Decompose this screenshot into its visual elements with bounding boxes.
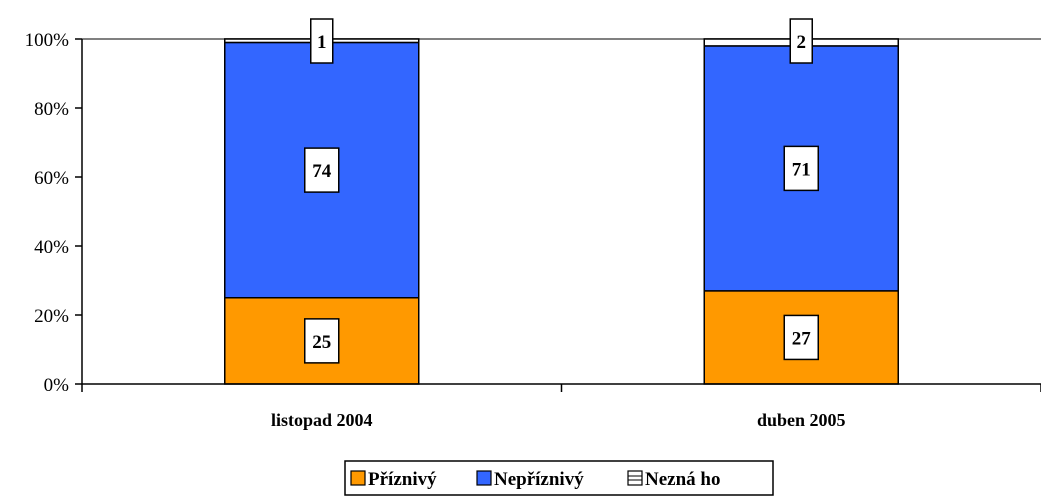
- y-tick-label: 80%: [34, 99, 69, 120]
- data-label: 71: [792, 159, 811, 180]
- y-tick-label: 40%: [34, 237, 69, 258]
- y-tick-label: 100%: [25, 30, 70, 51]
- x-category-label: listopad 2004: [271, 410, 373, 430]
- data-label: 2: [797, 32, 807, 53]
- legend-box: [344, 460, 774, 496]
- x-category-label: duben 2005: [757, 410, 846, 430]
- y-tick-label: 20%: [34, 306, 69, 327]
- legend-swatch: [627, 470, 643, 486]
- data-label-box: [783, 314, 819, 361]
- legend-label: Příznivý: [368, 469, 437, 490]
- data-label-box: [789, 18, 813, 64]
- data-label: 74: [312, 161, 332, 182]
- data-label: 27: [792, 328, 812, 349]
- legend-swatch: [350, 470, 366, 486]
- axes: 0% 20% 40% 60% 80% 100% listopad 2004 duben 200…: [25, 30, 1041, 430]
- data-label-box: [304, 318, 340, 364]
- data-label: 25: [312, 332, 331, 353]
- y-tick-label: 0%: [44, 375, 70, 396]
- data-labels: 25 74 1 27 71 2: [304, 18, 819, 364]
- legend-label: Nezná ho: [645, 469, 720, 490]
- y-tick-label: 60%: [34, 168, 69, 189]
- legend: Příznivý Nepříznivý Nezná ho: [344, 460, 774, 496]
- data-label-box: [304, 147, 340, 193]
- data-label: 1: [317, 32, 327, 53]
- legend-swatch: [476, 470, 492, 486]
- data-label-box: [310, 18, 334, 64]
- data-label-box: [783, 145, 819, 192]
- legend-label: Nepříznivý: [494, 469, 584, 490]
